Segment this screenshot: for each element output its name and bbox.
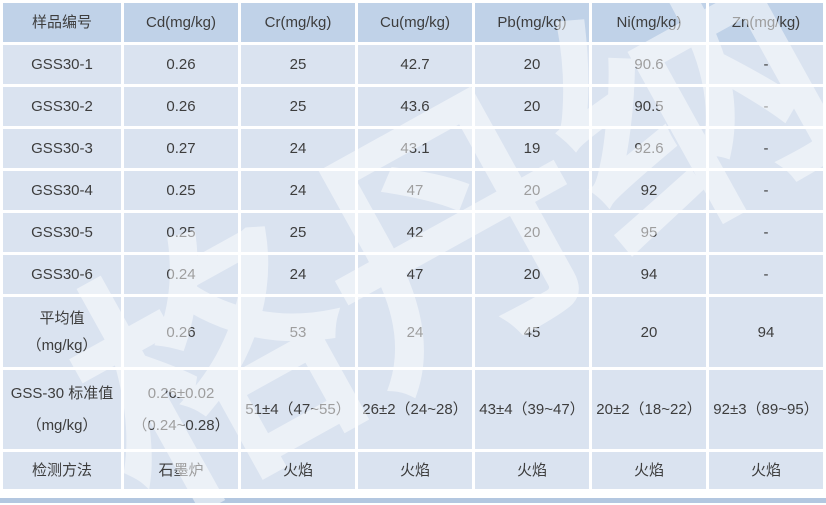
table-cell: 20 <box>475 255 589 294</box>
table-cell: - <box>709 213 823 252</box>
table-cell: 火焰 <box>358 452 472 489</box>
table-cell: 45 <box>475 297 589 367</box>
table-cell: 0.25 <box>124 213 238 252</box>
table-cell: 0.26 <box>124 87 238 126</box>
row-label: 检测方法 <box>3 452 121 489</box>
table-row-gss30-6: GSS30-6 0.24 24 47 20 94 - <box>3 255 823 294</box>
table-cell: 51±4（47~55） <box>241 370 355 449</box>
table-cell: 0.27 <box>124 129 238 168</box>
table-cell: 0.24 <box>124 255 238 294</box>
table-cell: 25 <box>241 87 355 126</box>
table-cell: 火焰 <box>241 452 355 489</box>
table-cell: 0.26±0.02 （0.24~0.28） <box>124 370 238 449</box>
table-cell: 26±2（24~28） <box>358 370 472 449</box>
table-cell: - <box>709 45 823 84</box>
row-label: GSS30-3 <box>3 129 121 168</box>
table-cell: 0.25 <box>124 171 238 210</box>
table-cell: 43±4（39~47） <box>475 370 589 449</box>
table-cell: 24 <box>241 129 355 168</box>
table-header-row: 样品编号 Cd(mg/kg) Cr(mg/kg) Cu(mg/kg) Pb(mg… <box>3 3 823 42</box>
table-row-average: 平均值 （mg/kg） 0.26 53 24 45 20 94 <box>3 297 823 367</box>
table-cell: 20 <box>475 87 589 126</box>
table-cell: 92 <box>592 171 706 210</box>
table-cell: 94 <box>592 255 706 294</box>
table-cell: 90.5 <box>592 87 706 126</box>
table-cell: 20 <box>475 45 589 84</box>
table-cell: 石墨炉 <box>124 452 238 489</box>
table-cell: 42.7 <box>358 45 472 84</box>
table-row-gss30-2: GSS30-2 0.26 25 43.6 20 90.5 - <box>3 87 823 126</box>
table-cell: 53 <box>241 297 355 367</box>
table-cell: 20 <box>592 297 706 367</box>
table-row-detection-method: 检测方法 石墨炉 火焰 火焰 火焰 火焰 火焰 <box>3 452 823 489</box>
table-cell: 25 <box>241 213 355 252</box>
table-cell: 92.6 <box>592 129 706 168</box>
table-cell: 0.26 <box>124 297 238 367</box>
bottom-border-bar <box>0 498 826 503</box>
table-row-gss30-3: GSS30-3 0.27 24 43.1 19 92.6 - <box>3 129 823 168</box>
results-table: 样品编号 Cd(mg/kg) Cr(mg/kg) Cu(mg/kg) Pb(mg… <box>3 3 823 489</box>
table-cell: 95 <box>592 213 706 252</box>
table-cell: 24 <box>358 297 472 367</box>
row-label: GSS30-4 <box>3 171 121 210</box>
row-label: GSS30-1 <box>3 45 121 84</box>
row-label: GSS-30 标准值 （mg/kg） <box>3 370 121 449</box>
table-row-gss30-1: GSS30-1 0.26 25 42.7 20 90.6 - <box>3 45 823 84</box>
table-cell: 火焰 <box>709 452 823 489</box>
table-cell: 47 <box>358 171 472 210</box>
row-label: GSS30-6 <box>3 255 121 294</box>
table-cell: 25 <box>241 45 355 84</box>
table-cell: 20 <box>475 171 589 210</box>
table-cell: 19 <box>475 129 589 168</box>
row-label: GSS30-2 <box>3 87 121 126</box>
table-cell: 92±3（89~95） <box>709 370 823 449</box>
table-row-standard-value: GSS-30 标准值 （mg/kg） 0.26±0.02 （0.24~0.28）… <box>3 370 823 449</box>
table-cell: 90.6 <box>592 45 706 84</box>
header-cell-sample-id: 样品编号 <box>3 3 121 42</box>
table-cell: 24 <box>241 255 355 294</box>
header-cell-cu: Cu(mg/kg) <box>358 3 472 42</box>
table-cell: 火焰 <box>475 452 589 489</box>
table-cell: - <box>709 171 823 210</box>
table-row-gss30-5: GSS30-5 0.25 25 42 20 95 - <box>3 213 823 252</box>
table-cell: 火焰 <box>592 452 706 489</box>
header-cell-ni: Ni(mg/kg) <box>592 3 706 42</box>
header-cell-pb: Pb(mg/kg) <box>475 3 589 42</box>
header-cell-cr: Cr(mg/kg) <box>241 3 355 42</box>
table-row-gss30-4: GSS30-4 0.25 24 47 20 92 - <box>3 171 823 210</box>
header-cell-zn: Zn(mg/kg) <box>709 3 823 42</box>
table-cell: 0.26 <box>124 45 238 84</box>
table-cell: - <box>709 129 823 168</box>
table-cell: - <box>709 255 823 294</box>
table-cell: 20 <box>475 213 589 252</box>
table-cell: 43.1 <box>358 129 472 168</box>
table-cell: 20±2（18~22） <box>592 370 706 449</box>
table-cell: - <box>709 87 823 126</box>
header-cell-cd: Cd(mg/kg) <box>124 3 238 42</box>
table-cell: 42 <box>358 213 472 252</box>
row-label: 平均值 （mg/kg） <box>3 297 121 367</box>
table-cell: 24 <box>241 171 355 210</box>
table-cell: 43.6 <box>358 87 472 126</box>
table-cell: 94 <box>709 297 823 367</box>
table-cell: 47 <box>358 255 472 294</box>
row-label: GSS30-5 <box>3 213 121 252</box>
